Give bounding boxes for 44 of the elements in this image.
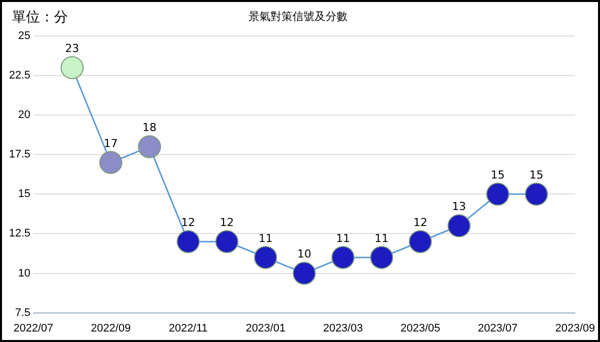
point: [524, 182, 548, 206]
x-tick-label: 2022/11: [168, 322, 208, 334]
point: [292, 262, 316, 285]
x-tick-label: 2022/07: [14, 322, 54, 334]
y-tick-label: 25: [18, 30, 30, 42]
y-axis-title: 單位：分: [12, 10, 68, 26]
data-label: 15: [490, 168, 505, 182]
data-label: 10: [297, 248, 312, 261]
data-label: 18: [142, 121, 156, 134]
y-tick-label: 20: [18, 109, 30, 122]
y-tick-label: 10: [18, 267, 30, 280]
point: [331, 246, 354, 269]
y-tick-label: 17.5: [8, 148, 30, 161]
point: [448, 214, 471, 238]
x-tick-label: 2023/01: [246, 322, 286, 334]
data-label: 12: [413, 216, 428, 229]
y-tick-label: 12.5: [8, 228, 30, 240]
data-label: 11: [258, 232, 273, 245]
data-label: 12: [181, 216, 196, 229]
data-label: 15: [529, 168, 544, 182]
point: [486, 182, 510, 206]
y-tick-label: 22.5: [8, 70, 30, 82]
chart-title: 景氣對策信號及分數: [248, 10, 348, 23]
data-label: 13: [452, 200, 466, 214]
data-label: 11: [374, 232, 389, 245]
x-tick-label: 2023/03: [323, 322, 363, 334]
point: [176, 230, 200, 254]
x-tick-label: 2023/05: [400, 322, 440, 334]
data-label: 23: [65, 42, 80, 55]
point: [60, 56, 84, 80]
data-label: 12: [220, 216, 234, 229]
point: [215, 230, 238, 254]
point: [254, 246, 278, 269]
data-label: 17: [104, 136, 118, 150]
point: [370, 246, 394, 269]
y-tick-label: 15: [18, 188, 30, 200]
x-tick-label: 2023/07: [478, 322, 518, 334]
x-tick-label: 2023/09: [555, 322, 595, 334]
data-label: 11: [336, 232, 350, 245]
point: [138, 135, 161, 158]
point: [99, 151, 122, 174]
x-tick-label: 2022/09: [90, 322, 131, 334]
point: [408, 230, 432, 254]
y-tick-label: 7.5: [15, 306, 30, 319]
